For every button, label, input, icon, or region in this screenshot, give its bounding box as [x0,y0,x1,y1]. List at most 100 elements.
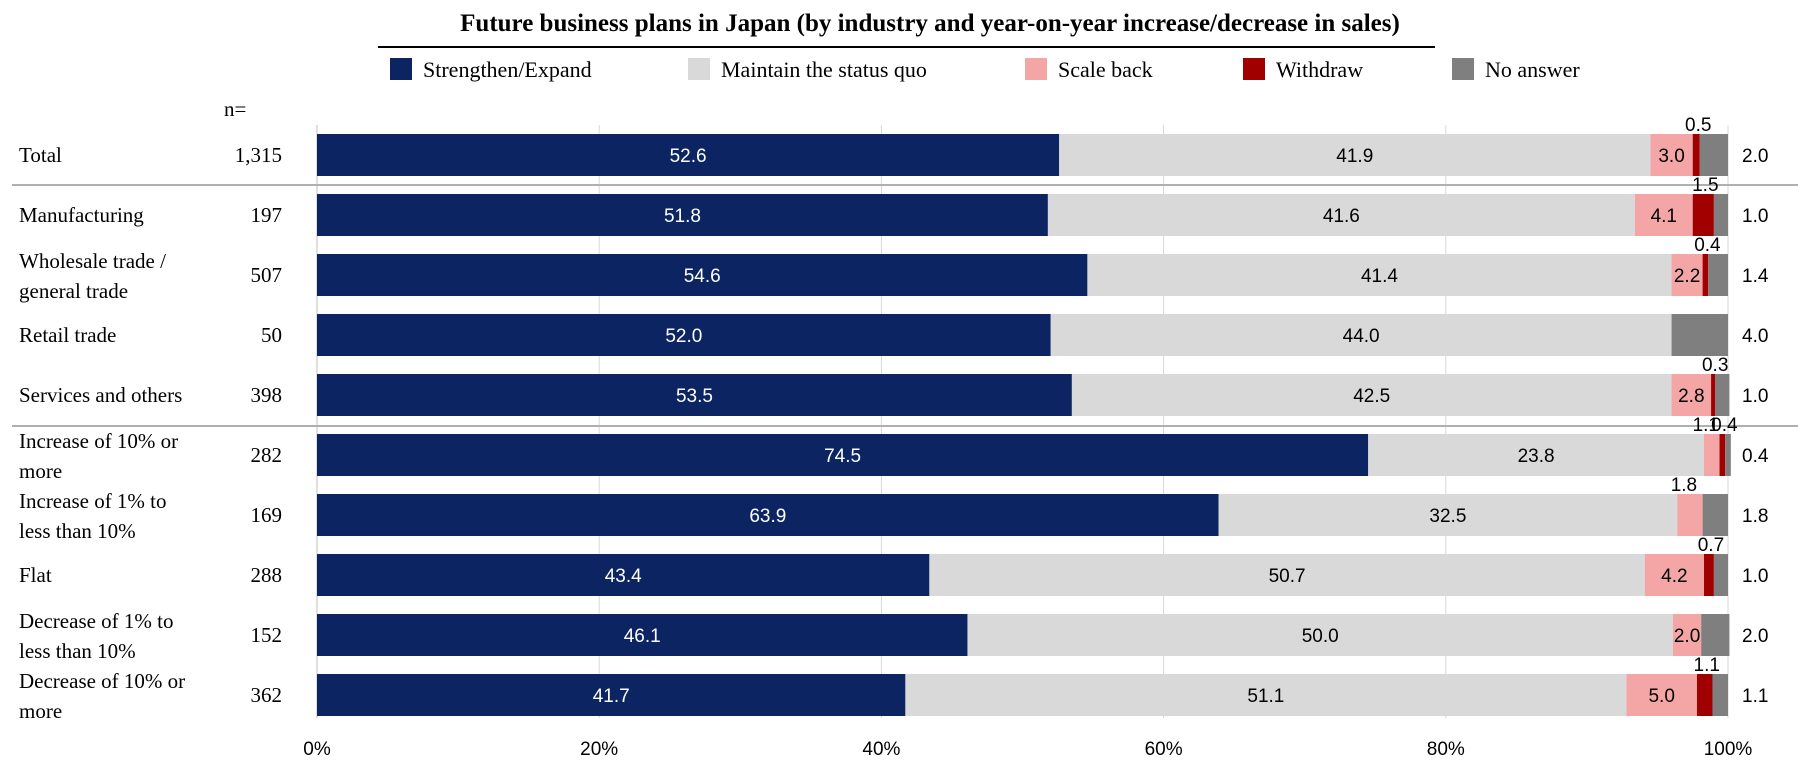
category-label-7: Flat [19,563,52,587]
bar-r5-s2 [1704,434,1720,476]
value-label-r7-s2: 4.2 [1661,566,1687,587]
bar-r1-s4 [1713,194,1728,236]
bar-r4-s4 [1715,374,1730,416]
bar-r4-s0 [317,374,1072,416]
group-separators [12,184,1798,427]
bar-r9-s2 [1626,674,1697,716]
bars: 52.6 41.9 3.00.5 2.0 51.8 41.6 4.1 1.5 1.0 54.6 41… [317,115,1769,716]
value-label-r9-s2: 5.0 [1648,686,1674,707]
category-label-line: Wholesale trade / [19,249,166,273]
value-label-r2-s3: 0.4 [1694,235,1721,256]
value-label-r0-s1: 41.9 [1336,146,1373,167]
bar-r7-s0 [317,554,930,596]
bar-r3-s4 [1671,314,1728,356]
category-labels: Total 1,315 Manufacturing 197 Wholesale trad… [19,143,282,723]
bar-r5-s1 [1368,434,1705,476]
bar-r9-s0 [317,674,906,716]
value-label-r7-s3: 0.7 [1698,535,1724,556]
n-value-2: 507 [251,263,283,287]
bar-r3-s1 [1050,314,1672,356]
value-label-r5-s2: 1.1 [1693,415,1719,436]
value-label-r4-s1: 42.5 [1353,386,1390,407]
bar-r2-s1 [1087,254,1672,296]
bar-r6-s0 [317,494,1219,536]
value-label-r9-s1: 51.1 [1247,686,1284,707]
bar-r0-s1 [1059,134,1651,176]
value-label-r7-s1: 50.7 [1269,566,1306,587]
bar-r7-s3 [1704,554,1714,596]
bar-r9-s4 [1712,674,1728,716]
value-label-r1-s4: 1.0 [1742,206,1768,227]
n-value-1: 197 [251,203,283,227]
value-label-r3-s1: 44.0 [1343,326,1380,347]
value-label-r5-s4: 0.4 [1742,446,1769,467]
value-label-r6-s1: 32.5 [1429,506,1466,527]
legend-label-4: No answer [1485,57,1580,82]
value-label-r8-s4: 2.0 [1742,626,1768,647]
value-label-r1-s2: 4.1 [1651,206,1677,227]
bar-r6-s2 [1677,494,1703,536]
category-label-line: more [19,699,62,723]
bar-r0-s4 [1699,134,1728,176]
category-label-line: Increase of 10% or [19,429,178,453]
bar-r5-s0 [317,434,1369,476]
x-tick-3: 60% [1145,739,1183,760]
value-label-r2-s4: 1.4 [1742,266,1769,287]
bar-r9-s3 [1696,674,1713,716]
value-label-r5-s1: 23.8 [1518,446,1555,467]
category-label-9: Decrease of 10% or more [19,669,185,723]
value-label-r0-s3: 0.5 [1685,115,1711,136]
bar-r1-s3 [1692,194,1714,236]
category-label-4: Services and others [19,383,182,407]
bar-r2-s0 [317,254,1088,296]
value-label-r7-s4: 1.0 [1742,566,1768,587]
value-label-r0-s0: 52.6 [670,146,707,167]
n-value-0: 1,315 [235,143,282,167]
value-label-r4-s3: 0.3 [1702,355,1728,376]
bar-r8-s0 [317,614,968,656]
n-header: n= [224,97,246,121]
bar-r1-s1 [1047,194,1635,236]
legend-swatch-4 [1452,58,1474,80]
bar-r2-s3 [1702,254,1709,296]
value-label-r6-s2: 1.8 [1671,475,1697,496]
value-label-r1-s0: 51.8 [664,206,701,227]
value-label-r2-s1: 41.4 [1361,266,1398,287]
legend: Strengthen/Expand Maintain the status quo… [390,57,1580,82]
category-label-5: Increase of 10% or more [19,429,178,483]
bar-r0-s3 [1692,134,1700,176]
legend-label-0: Strengthen/Expand [423,57,592,82]
bar-r4-s3 [1711,374,1716,416]
x-tick-5: 100% [1704,739,1753,760]
value-label-r2-s2: 2.2 [1674,266,1700,287]
category-label-line: Decrease of 1% to [19,609,174,633]
value-label-r1-s1: 41.6 [1323,206,1360,227]
category-label-0: Total [19,143,62,167]
bar-r6-s1 [1218,494,1678,536]
legend-swatch-3 [1243,58,1265,80]
value-label-r5-s3: 0.4 [1711,415,1738,436]
value-label-r9-s3: 1.1 [1694,655,1720,676]
bar-r1-s2 [1634,194,1693,236]
value-label-r5-s0: 74.5 [824,446,861,467]
bar-r8-s4 [1701,614,1730,656]
value-label-r3-s4: 4.0 [1742,326,1768,347]
category-label-line: Increase of 1% to [19,489,167,513]
value-label-r6-s4: 1.8 [1742,506,1768,527]
x-tick-1: 20% [580,739,618,760]
bar-r3-s0 [317,314,1051,356]
n-value-5: 282 [251,443,283,467]
value-label-r7-s0: 43.4 [605,566,642,587]
category-label-1: Manufacturing [19,203,144,227]
bar-r1-s0 [317,194,1048,236]
bar-r6-s4 [1702,494,1728,536]
n-value-4: 398 [251,383,283,407]
n-value-9: 362 [251,683,283,707]
bar-r0-s0 [317,134,1060,176]
value-label-r0-s2: 3.0 [1658,146,1684,167]
value-label-r8-s1: 50.0 [1302,626,1339,647]
legend-swatch-1 [688,58,710,80]
bar-r5-s4 [1725,434,1731,476]
x-tick-0: 0% [303,739,331,760]
